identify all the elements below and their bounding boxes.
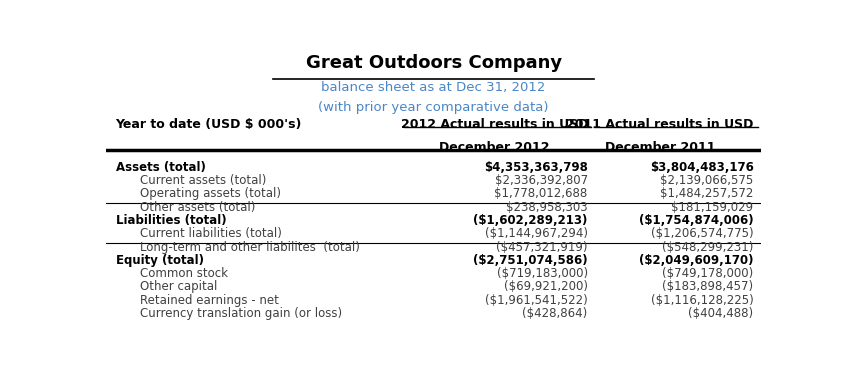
Text: $1,778,012,688: $1,778,012,688	[494, 187, 588, 200]
Text: ($2,049,609,170): ($2,049,609,170)	[639, 254, 754, 267]
Text: Operating assets (total): Operating assets (total)	[140, 187, 282, 200]
Text: Other assets (total): Other assets (total)	[140, 201, 255, 214]
Text: ($1,602,289,213): ($1,602,289,213)	[473, 214, 588, 227]
Text: 2012 Actual results in USD: 2012 Actual results in USD	[401, 118, 588, 131]
Text: ($749,178,000): ($749,178,000)	[662, 267, 754, 280]
Text: ($1,754,874,006): ($1,754,874,006)	[639, 214, 754, 227]
Text: Equity (total): Equity (total)	[116, 254, 204, 267]
Text: (with prior year comparative data): (with prior year comparative data)	[318, 101, 549, 114]
Text: ($719,183,000): ($719,183,000)	[497, 267, 588, 280]
Text: ($428,864): ($428,864)	[522, 307, 588, 320]
Text: ($1,961,541,522): ($1,961,541,522)	[485, 294, 588, 307]
Text: ($404,488): ($404,488)	[689, 307, 754, 320]
Text: $1,484,257,572: $1,484,257,572	[660, 187, 754, 200]
Text: ($183,898,457): ($183,898,457)	[662, 280, 754, 293]
Text: balance sheet as at Dec 31, 2012: balance sheet as at Dec 31, 2012	[321, 81, 546, 94]
Text: Common stock: Common stock	[140, 267, 228, 280]
Text: December 2011: December 2011	[605, 141, 715, 154]
Text: Other capital: Other capital	[140, 280, 218, 293]
Text: Long-term and other liabilites  (total): Long-term and other liabilites (total)	[140, 241, 360, 254]
Text: ($457,321,919): ($457,321,919)	[496, 241, 588, 254]
Text: ($1,206,574,775): ($1,206,574,775)	[651, 227, 754, 240]
Text: ($2,751,074,586): ($2,751,074,586)	[473, 254, 588, 267]
Text: $2,336,392,807: $2,336,392,807	[495, 174, 588, 187]
Text: Currency translation gain (or loss): Currency translation gain (or loss)	[140, 307, 343, 320]
Text: 2011 Actual results in USD: 2011 Actual results in USD	[566, 118, 754, 131]
Text: Current assets (total): Current assets (total)	[140, 174, 266, 187]
Text: $3,804,483,176: $3,804,483,176	[650, 161, 754, 174]
Text: Year to date (USD $ 000's): Year to date (USD $ 000's)	[116, 118, 302, 131]
Text: $238,958,303: $238,958,303	[506, 201, 588, 214]
Text: December 2012: December 2012	[439, 141, 550, 154]
Text: Retained earnings - net: Retained earnings - net	[140, 294, 279, 307]
Text: $2,139,066,575: $2,139,066,575	[660, 174, 754, 187]
Text: ($1,116,128,225): ($1,116,128,225)	[651, 294, 754, 307]
Text: $181,159,029: $181,159,029	[672, 201, 754, 214]
Text: ($1,144,967,294): ($1,144,967,294)	[485, 227, 588, 240]
Text: ($548,299,231): ($548,299,231)	[662, 241, 754, 254]
Text: $4,353,363,798: $4,353,363,798	[484, 161, 588, 174]
Text: Great Outdoors Company: Great Outdoors Company	[305, 54, 562, 72]
Text: ($69,921,200): ($69,921,200)	[503, 280, 588, 293]
Text: Liabilities (total): Liabilities (total)	[116, 214, 226, 227]
Text: Current liabilities (total): Current liabilities (total)	[140, 227, 283, 240]
Text: Assets (total): Assets (total)	[116, 161, 206, 174]
